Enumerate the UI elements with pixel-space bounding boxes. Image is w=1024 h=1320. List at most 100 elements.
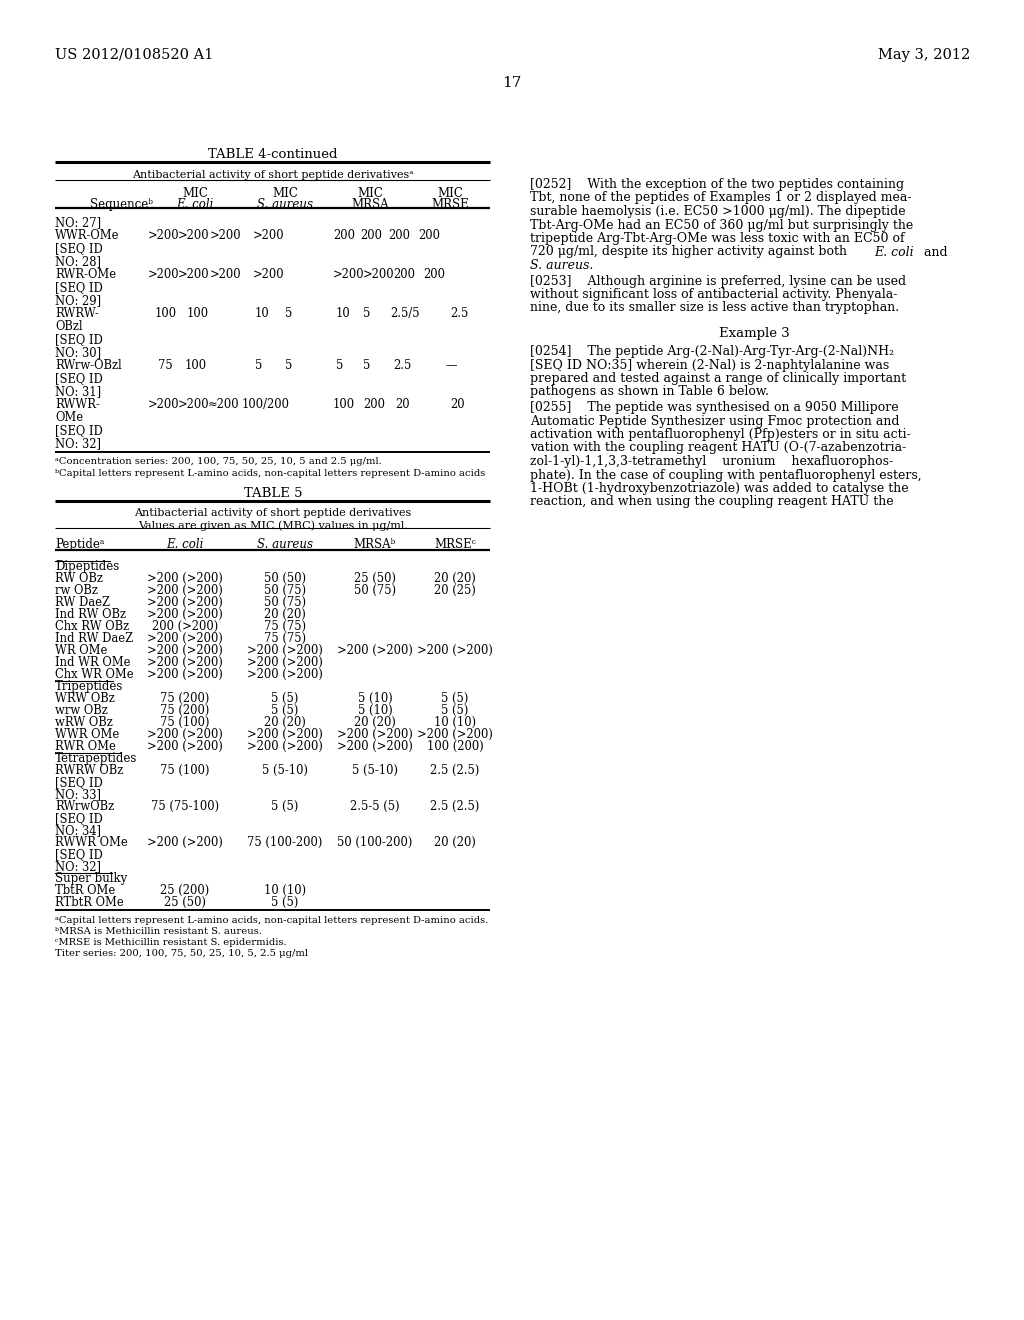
Text: 200: 200: [362, 399, 385, 411]
Text: 5: 5: [285, 308, 293, 319]
Text: ᵇCapital letters represent L-amino acids, non-capital letters represent D-amino : ᵇCapital letters represent L-amino acids…: [55, 469, 485, 478]
Text: 5: 5: [362, 359, 371, 372]
Text: MRSAᵇ: MRSAᵇ: [354, 539, 396, 550]
Text: >200 (>200): >200 (>200): [147, 836, 223, 849]
Text: 5: 5: [255, 359, 262, 372]
Text: 10: 10: [336, 308, 351, 319]
Text: RTbtR OMe: RTbtR OMe: [55, 896, 124, 909]
Text: 10: 10: [255, 308, 269, 319]
Text: TABLE 4-continued: TABLE 4-continued: [208, 148, 338, 161]
Text: MRSE: MRSE: [431, 198, 469, 211]
Text: TbtR OMe: TbtR OMe: [55, 884, 116, 898]
Text: 100: 100: [333, 399, 355, 411]
Text: >200: >200: [148, 399, 179, 411]
Text: vation with the coupling reagent HATU (O-(7-azabenzotria-: vation with the coupling reagent HATU (O…: [530, 441, 906, 454]
Text: 2.5/5: 2.5/5: [390, 308, 420, 319]
Text: 75 (200): 75 (200): [161, 692, 210, 705]
Text: NO: 32]: NO: 32]: [55, 437, 101, 450]
Text: rw OBz: rw OBz: [55, 583, 98, 597]
Text: ᵃCapital letters represent L-amino acids, non-capital letters represent D-amino : ᵃCapital letters represent L-amino acids…: [55, 916, 488, 925]
Text: Ind RW OBz: Ind RW OBz: [55, 609, 126, 620]
Text: pathogens as shown in Table 6 below.: pathogens as shown in Table 6 below.: [530, 385, 769, 399]
Text: ᶜMRSE is Methicillin resistant S. epidermidis.: ᶜMRSE is Methicillin resistant S. epider…: [55, 939, 287, 946]
Text: tripeptide Arg-Tbt-Arg-OMe was less toxic with an EC50 of: tripeptide Arg-Tbt-Arg-OMe was less toxi…: [530, 232, 904, 246]
Text: Example 3: Example 3: [719, 327, 790, 341]
Text: 2.5: 2.5: [393, 359, 412, 372]
Text: >200 (>200): >200 (>200): [147, 656, 223, 669]
Text: >200 (>200): >200 (>200): [147, 609, 223, 620]
Text: 10 (10): 10 (10): [264, 884, 306, 898]
Text: Tbt-Arg-OMe had an EC50 of 360 μg/ml but surprisingly the: Tbt-Arg-OMe had an EC50 of 360 μg/ml but…: [530, 219, 913, 231]
Text: E. coli: E. coli: [166, 539, 204, 550]
Text: 5 (5): 5 (5): [441, 692, 469, 705]
Text: 75 (75): 75 (75): [264, 620, 306, 634]
Text: 100: 100: [155, 308, 177, 319]
Text: 200: 200: [388, 228, 410, 242]
Text: zol-1-yl)-1,1,3,3-tetramethyl    uronium    hexafluorophos-: zol-1-yl)-1,1,3,3-tetramethyl uronium he…: [530, 455, 893, 469]
Text: >200: >200: [333, 268, 365, 281]
Text: without significant loss of antibacterial activity. Phenyala-: without significant loss of antibacteria…: [530, 288, 897, 301]
Text: 50 (75): 50 (75): [264, 583, 306, 597]
Text: >200 (>200): >200 (>200): [147, 632, 223, 645]
Text: RWR-OMe: RWR-OMe: [55, 268, 116, 281]
Text: —: —: [445, 359, 457, 372]
Text: OBzl: OBzl: [55, 319, 83, 333]
Text: 20: 20: [450, 399, 465, 411]
Text: RWRW-: RWRW-: [55, 308, 98, 319]
Text: 20 (25): 20 (25): [434, 583, 476, 597]
Text: NO: 32]: NO: 32]: [55, 861, 101, 873]
Text: 50 (75): 50 (75): [354, 583, 396, 597]
Text: [0255]    The peptide was synthesised on a 9050 Millipore: [0255] The peptide was synthesised on a …: [530, 401, 899, 414]
Text: 17: 17: [503, 77, 521, 90]
Text: >200: >200: [210, 228, 242, 242]
Text: S. aureus: S. aureus: [257, 198, 313, 211]
Text: WRW OBz: WRW OBz: [55, 692, 115, 705]
Text: 200: 200: [418, 228, 440, 242]
Text: >200: >200: [253, 268, 285, 281]
Text: 5 (5-10): 5 (5-10): [352, 764, 398, 777]
Text: [SEQ ID: [SEQ ID: [55, 281, 102, 294]
Text: 200: 200: [333, 228, 355, 242]
Text: >200 (>200): >200 (>200): [247, 656, 323, 669]
Text: NO: 30]: NO: 30]: [55, 346, 101, 359]
Text: 5: 5: [285, 359, 293, 372]
Text: 75 (100): 75 (100): [160, 764, 210, 777]
Text: >200 (>200): >200 (>200): [247, 729, 323, 741]
Text: 50 (100-200): 50 (100-200): [337, 836, 413, 849]
Text: surable haemolysis (i.e. EC50 >1000 μg/ml). The dipeptide: surable haemolysis (i.e. EC50 >1000 μg/m…: [530, 205, 905, 218]
Text: >200 (>200): >200 (>200): [147, 583, 223, 597]
Text: >200 (>200): >200 (>200): [147, 644, 223, 657]
Text: MIC: MIC: [272, 187, 298, 201]
Text: [SEQ ID: [SEQ ID: [55, 812, 102, 825]
Text: [0253]    Although arginine is preferred, lysine can be used: [0253] Although arginine is preferred, l…: [530, 275, 906, 288]
Text: 20 (20): 20 (20): [434, 572, 476, 585]
Text: NO: 29]: NO: 29]: [55, 294, 101, 308]
Text: ᵇMRSA is Methicillin resistant S. aureus.: ᵇMRSA is Methicillin resistant S. aureus…: [55, 927, 262, 936]
Text: NO: 33]: NO: 33]: [55, 788, 101, 801]
Text: 2.5 (2.5): 2.5 (2.5): [430, 800, 479, 813]
Text: [SEQ ID NO:35] wherein (2-Nal) is 2-naphtylalanine was: [SEQ ID NO:35] wherein (2-Nal) is 2-naph…: [530, 359, 889, 371]
Text: NO: 31]: NO: 31]: [55, 385, 101, 399]
Text: wRW OBz: wRW OBz: [55, 715, 113, 729]
Text: MIC: MIC: [357, 187, 383, 201]
Text: RWrwOBz: RWrwOBz: [55, 800, 114, 813]
Text: 75 (100): 75 (100): [160, 715, 210, 729]
Text: WWR-OMe: WWR-OMe: [55, 228, 120, 242]
Text: >200 (>200): >200 (>200): [147, 729, 223, 741]
Text: Ind RW DaeZ: Ind RW DaeZ: [55, 632, 133, 645]
Text: >200: >200: [362, 268, 394, 281]
Text: >200: >200: [253, 228, 285, 242]
Text: 5 (5): 5 (5): [441, 704, 469, 717]
Text: [SEQ ID: [SEQ ID: [55, 372, 102, 385]
Text: NO: 27]: NO: 27]: [55, 216, 101, 228]
Text: NO: 34]: NO: 34]: [55, 824, 101, 837]
Text: 2.5-5 (5): 2.5-5 (5): [350, 800, 399, 813]
Text: 25 (200): 25 (200): [161, 884, 210, 898]
Text: RWR OMe: RWR OMe: [55, 741, 116, 752]
Text: 5: 5: [336, 359, 343, 372]
Text: 720 μg/ml, despite its higher activity against both: 720 μg/ml, despite its higher activity a…: [530, 246, 851, 259]
Text: RW OBz: RW OBz: [55, 572, 102, 585]
Text: Automatic Peptide Synthesizer using Fmoc protection and: Automatic Peptide Synthesizer using Fmoc…: [530, 414, 899, 428]
Text: S. aureus.: S. aureus.: [530, 259, 593, 272]
Text: RWWR-: RWWR-: [55, 399, 100, 411]
